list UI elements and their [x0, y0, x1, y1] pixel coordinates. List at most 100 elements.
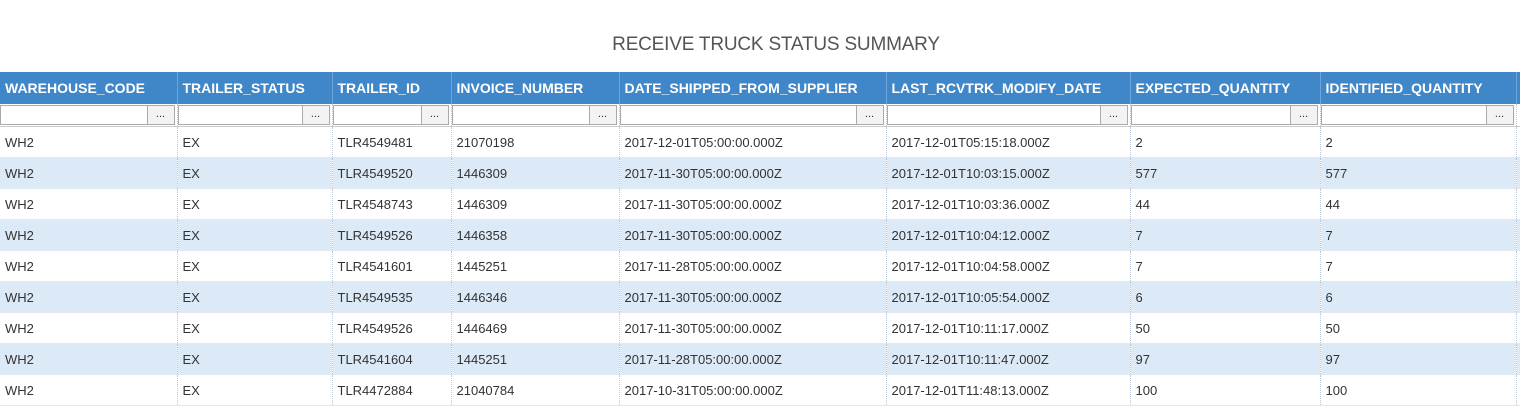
table-cell: 50 — [1130, 312, 1321, 344]
table-cell: 97 — [1130, 343, 1321, 375]
table-cell: EX — [177, 374, 333, 406]
filter-input[interactable] — [1320, 105, 1487, 125]
table-cell: 2017-11-28T05:00:00.000Z — [619, 343, 887, 375]
filter-cell: ... — [886, 104, 1131, 127]
filter-cell: ... — [332, 104, 452, 127]
table-cell: TLR4549520 — [332, 157, 452, 189]
table-cell: 97 — [1320, 343, 1517, 375]
table-cell: 2017-11-28T05:00:00.000Z — [619, 250, 887, 282]
table-cell: 2017-11-30T05:00:00.000Z — [619, 188, 887, 220]
row-spacer — [1516, 188, 1520, 220]
filter-input[interactable] — [1130, 105, 1291, 125]
table-cell: 1445251 — [451, 250, 620, 282]
table-cell: EX — [177, 250, 333, 282]
column-header[interactable]: WAREHOUSE_CODE — [0, 72, 178, 104]
table-row[interactable]: WH2 EX TLR4549535 1446346 2017-11-30T05:00:0… — [0, 281, 1520, 313]
table-cell: 2017-11-30T05:00:00.000Z — [619, 312, 887, 344]
filter-input[interactable] — [177, 105, 303, 125]
table-cell: 2017-10-31T05:00:00.000Z — [619, 374, 887, 406]
table-cell: 6 — [1320, 281, 1517, 313]
table-cell: 2017-12-01T05:00:00.000Z — [619, 126, 887, 158]
filter-button[interactable]: ... — [856, 105, 884, 125]
row-spacer — [1516, 126, 1520, 158]
table-cell: 2017-11-30T05:00:00.000Z — [619, 281, 887, 313]
filter-button[interactable]: ... — [421, 105, 449, 125]
filter-box: ... — [886, 105, 1128, 125]
table-row[interactable]: WH2 EX TLR4549526 1446358 2017-11-30T05:00:0… — [0, 219, 1520, 251]
table-row[interactable]: WH2 EX TLR4472884 21040784 2017-10-31T05:00:… — [0, 374, 1520, 406]
table-cell: 6 — [1130, 281, 1321, 313]
table-cell: 7 — [1320, 219, 1517, 251]
table-cell: 2 — [1130, 126, 1321, 158]
filter-button[interactable]: ... — [147, 105, 175, 125]
filter-input[interactable] — [619, 105, 857, 125]
filter-button[interactable]: ... — [1100, 105, 1128, 125]
table-cell: EX — [177, 126, 333, 158]
filter-button[interactable]: ... — [589, 105, 617, 125]
table-row[interactable]: WH2 EX TLR4548743 1446309 2017-11-30T05:00:0… — [0, 188, 1520, 220]
table-cell: 7 — [1320, 250, 1517, 282]
table-cell: TLR4549481 — [332, 126, 452, 158]
table-cell: 44 — [1320, 188, 1517, 220]
table-cell: 2017-12-01T10:05:54.000Z — [886, 281, 1131, 313]
table-cell: 44 — [1130, 188, 1321, 220]
filter-input[interactable] — [886, 105, 1101, 125]
table-cell: 7 — [1130, 250, 1321, 282]
filter-cell: ... — [451, 104, 620, 127]
filter-input[interactable] — [332, 105, 422, 125]
column-header[interactable]: EXPECTED_QUANTITY — [1130, 72, 1321, 104]
table-cell: TLR4541601 — [332, 250, 452, 282]
table-cell: 2017-12-01T10:11:47.000Z — [886, 343, 1131, 375]
column-header[interactable]: LAST_RCVTRK_MODIFY_DATE — [886, 72, 1131, 104]
table-cell: WH2 — [0, 374, 178, 406]
filter-box: ... — [1320, 105, 1514, 125]
filter-cell: ... — [0, 104, 178, 127]
table-cell: 1446358 — [451, 219, 620, 251]
row-spacer — [1516, 374, 1520, 406]
table-cell: 2017-12-01T10:03:15.000Z — [886, 157, 1131, 189]
table-cell: EX — [177, 281, 333, 313]
column-header[interactable]: INVOICE_NUMBER — [451, 72, 620, 104]
table-body: WH2 EX TLR4549481 21070198 2017-12-01T05:00:… — [0, 126, 1520, 406]
table-cell: 21040784 — [451, 374, 620, 406]
table-cell: 1446469 — [451, 312, 620, 344]
column-header[interactable]: DATE_SHIPPED_FROM_SUPPLIER — [619, 72, 887, 104]
column-header[interactable]: TRAILER_STATUS — [177, 72, 333, 104]
column-header[interactable]: IDENTIFIED_QUANTITY — [1320, 72, 1517, 104]
header-row: WAREHOUSE_CODE TRAILER_STATUS TRAILER_ID IN… — [0, 72, 1520, 104]
table-cell: EX — [177, 157, 333, 189]
filter-row: ........................ — [0, 104, 1520, 127]
table-row[interactable]: WH2 EX TLR4541604 1445251 2017-11-28T05:00:0… — [0, 343, 1520, 375]
table-cell: TLR4541604 — [332, 343, 452, 375]
table-row[interactable]: WH2 EX TLR4541601 1445251 2017-11-28T05:00:0… — [0, 250, 1520, 282]
filter-cell: ... — [1320, 104, 1517, 127]
table-cell: TLR4472884 — [332, 374, 452, 406]
table-cell: TLR4549526 — [332, 219, 452, 251]
page-title: RECEIVE TRUCK STATUS SUMMARY — [612, 34, 940, 55]
filter-cell: ... — [619, 104, 887, 127]
row-spacer — [1516, 281, 1520, 313]
table-cell: EX — [177, 188, 333, 220]
table-cell: 7 — [1130, 219, 1321, 251]
table-cell: 577 — [1320, 157, 1517, 189]
table-cell: TLR4548743 — [332, 188, 452, 220]
filter-button[interactable]: ... — [1486, 105, 1514, 125]
filter-button[interactable]: ... — [302, 105, 330, 125]
table-row[interactable]: WH2 EX TLR4549520 1446309 2017-11-30T05:00:0… — [0, 157, 1520, 189]
filter-spacer — [1516, 104, 1520, 127]
column-header[interactable]: TRAILER_ID — [332, 72, 452, 104]
filter-button[interactable]: ... — [1290, 105, 1318, 125]
filter-input[interactable] — [451, 105, 590, 125]
filter-input[interactable] — [0, 105, 148, 125]
row-spacer — [1516, 312, 1520, 344]
table-cell: 100 — [1320, 374, 1517, 406]
table-row[interactable]: WH2 EX TLR4549481 21070198 2017-12-01T05:00:… — [0, 126, 1520, 158]
filter-box: ... — [1130, 105, 1318, 125]
table-cell: WH2 — [0, 126, 178, 158]
table-cell: WH2 — [0, 219, 178, 251]
table-row[interactable]: WH2 EX TLR4549526 1446469 2017-11-30T05:00:0… — [0, 312, 1520, 344]
table-cell: 2017-12-01T05:15:18.000Z — [886, 126, 1131, 158]
table-cell: 2017-12-01T10:04:58.000Z — [886, 250, 1131, 282]
table-cell: WH2 — [0, 188, 178, 220]
